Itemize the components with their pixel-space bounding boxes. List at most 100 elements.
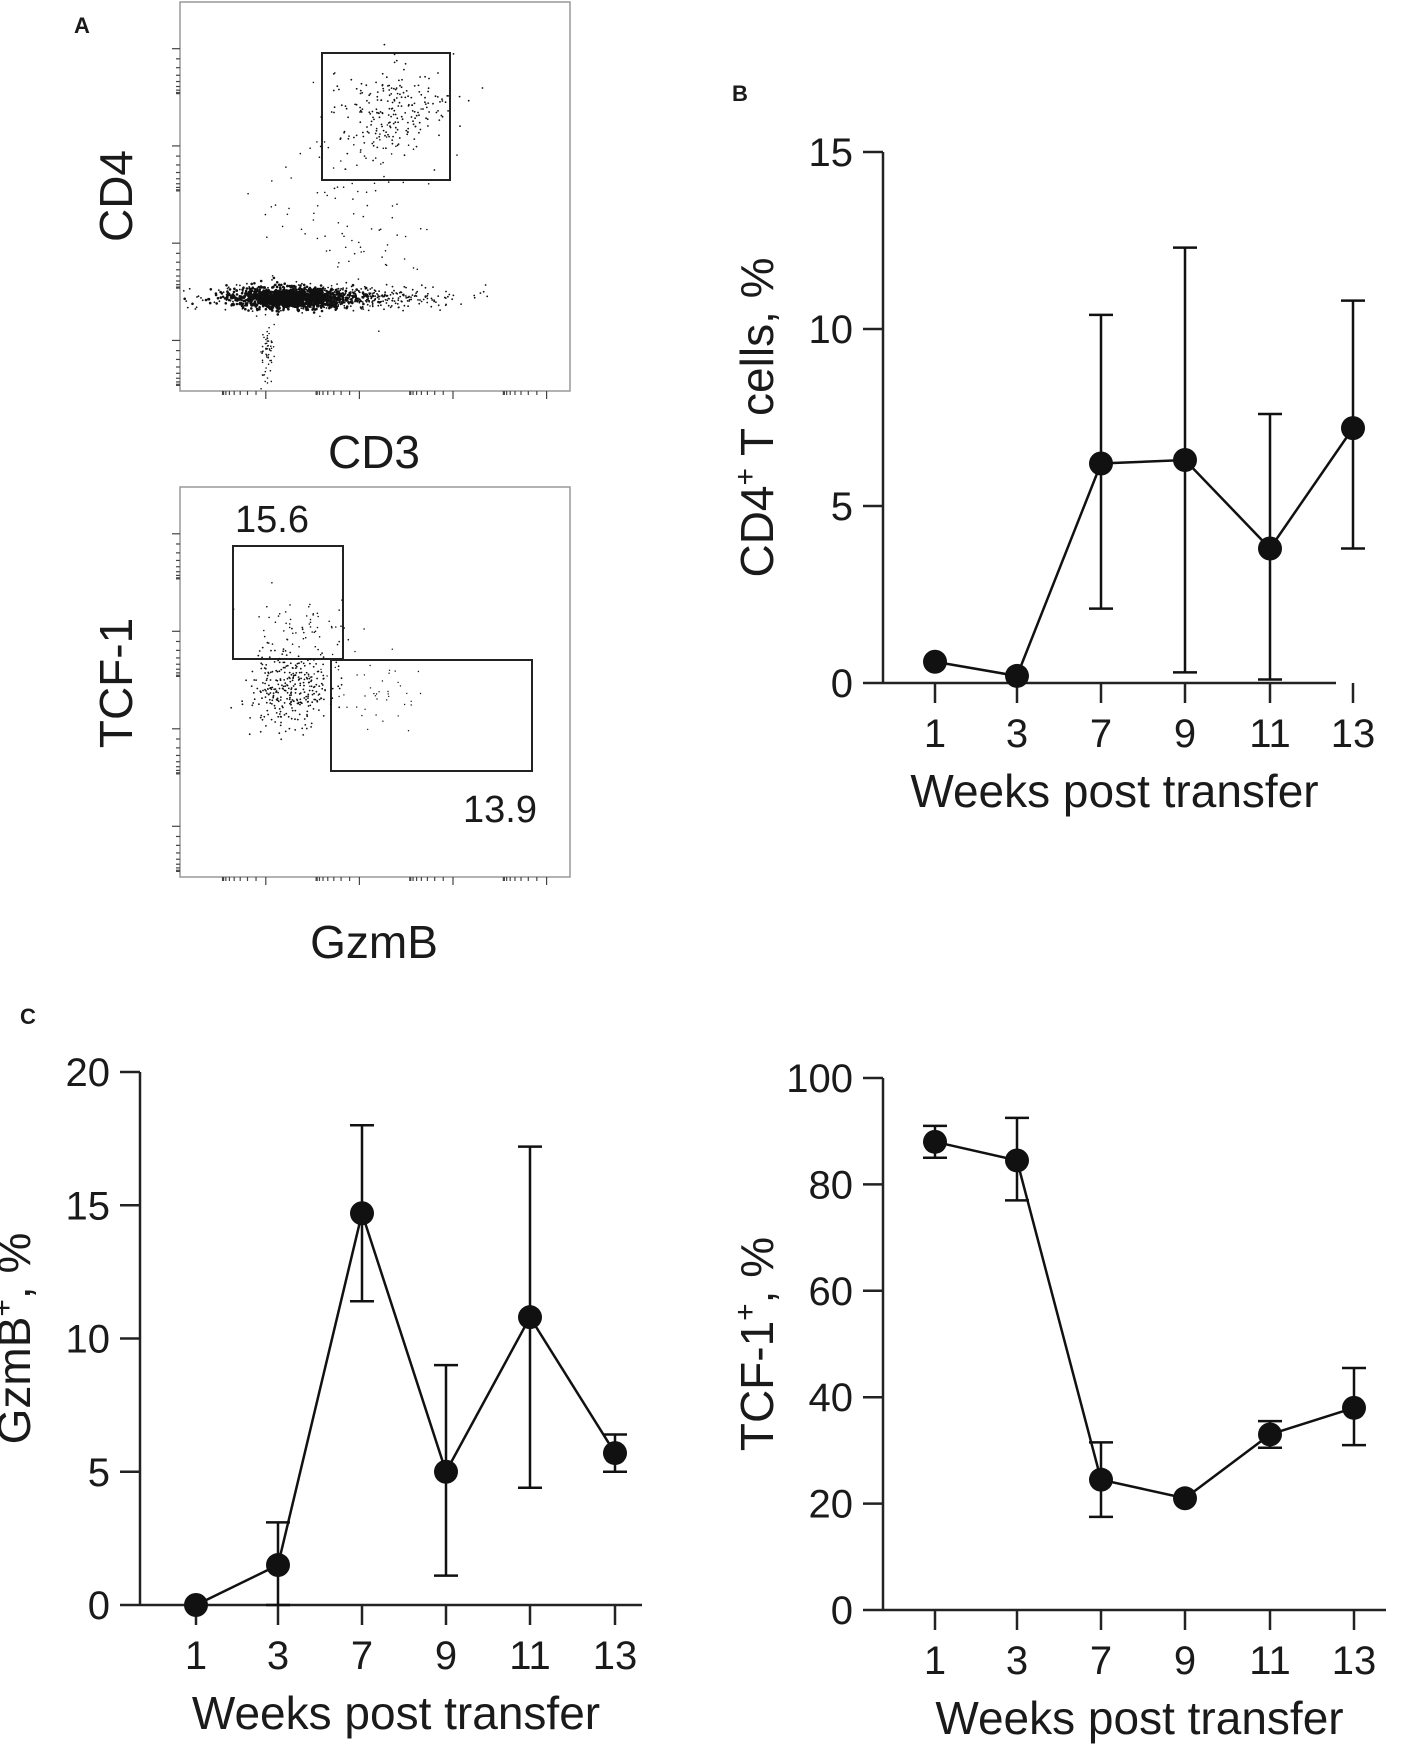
facs-dot	[444, 297, 447, 299]
facs-dot	[331, 697, 334, 700]
facs-dot	[415, 114, 418, 117]
facs-dot	[310, 680, 312, 683]
facs-dot	[292, 676, 295, 679]
facs-dot	[391, 216, 394, 219]
facs-dot	[433, 300, 435, 303]
facs-dot	[354, 300, 356, 303]
facs-dot	[340, 677, 343, 680]
facs-dot	[427, 183, 430, 185]
data-point	[1342, 1395, 1366, 1420]
facs-dot	[273, 704, 276, 707]
facs-dot	[290, 177, 293, 179]
facs-dot	[283, 282, 287, 286]
facs-dot	[406, 300, 409, 302]
facs-dot	[290, 688, 293, 691]
facs-dot	[424, 96, 426, 99]
facs-dot	[479, 292, 482, 294]
facs-dot	[258, 290, 262, 294]
facs-dot	[341, 298, 344, 300]
facs-dot	[404, 112, 407, 114]
facs-dot	[343, 304, 346, 307]
facs-dot	[362, 135, 365, 138]
facs-dot	[219, 296, 223, 299]
facs-dot	[303, 673, 306, 676]
facs-dot	[404, 62, 407, 65]
facs-dot	[397, 143, 400, 146]
facs-dot	[266, 297, 270, 300]
facs-dot	[294, 667, 297, 669]
facs-dot	[326, 194, 329, 197]
facs-dot	[385, 76, 388, 79]
facs-dot	[419, 692, 422, 695]
facs-dot	[354, 290, 356, 293]
facs-dot	[282, 648, 285, 650]
facs-dot	[294, 303, 298, 307]
data-point	[1258, 536, 1282, 561]
facs-dot	[400, 291, 403, 294]
facs-bottom-gate-upper	[232, 545, 344, 660]
facs-dot	[386, 299, 389, 302]
facs-dot	[338, 640, 341, 643]
facs-dot	[315, 683, 318, 686]
facs-dot	[397, 105, 400, 107]
facs-dot	[317, 289, 321, 293]
facs-dot	[242, 286, 245, 290]
facs-dot	[283, 679, 286, 681]
facs-dot	[288, 671, 291, 674]
facs-dot	[270, 649, 272, 652]
facs-dot	[346, 225, 349, 228]
facs-dot	[300, 307, 303, 309]
facs-dot	[411, 110, 414, 112]
facs-dot	[324, 191, 326, 194]
facs-dot	[322, 656, 325, 658]
facs-dot	[261, 290, 265, 294]
facs-dot	[386, 100, 389, 102]
facs-dot	[284, 650, 287, 652]
facs-dot	[268, 326, 270, 329]
facs-dot	[310, 676, 313, 678]
x-tick-label: 1	[185, 1634, 207, 1678]
facs-dot	[295, 688, 297, 691]
facs-dot	[311, 689, 314, 692]
facs-dot	[445, 290, 447, 293]
facs-dot	[412, 123, 415, 126]
facs-dot	[383, 175, 385, 178]
facs-dot	[336, 186, 339, 188]
facs-dot	[411, 288, 414, 291]
facs-dot	[339, 297, 341, 300]
facs-dot	[291, 627, 293, 630]
facs-dot	[286, 684, 289, 687]
facs-dot	[381, 83, 384, 86]
facs-dot	[380, 99, 383, 101]
facs-dot	[263, 715, 266, 718]
facs-dot	[367, 728, 369, 731]
facs-dot	[270, 206, 273, 208]
facs-dot	[246, 292, 250, 295]
facs-dot	[407, 95, 409, 98]
facs-dot	[368, 292, 371, 295]
facs-dot	[398, 79, 400, 82]
facs-dot	[399, 93, 401, 96]
facs-dot	[348, 296, 351, 298]
facs-dot	[336, 288, 338, 290]
facs-dot	[370, 297, 373, 300]
facs-dot	[284, 730, 287, 733]
facs-dot	[283, 671, 286, 674]
facs-dot	[309, 618, 312, 621]
facs-dot	[400, 300, 403, 302]
facs-dot	[251, 286, 255, 290]
facs-dot	[316, 700, 319, 703]
facs-dot	[395, 59, 398, 62]
facs-dot	[369, 295, 372, 297]
facs-dot	[379, 228, 382, 231]
facs-dot	[266, 337, 269, 339]
facs-dot	[379, 111, 382, 113]
facs-dot	[373, 118, 375, 121]
y-tick-label: 80	[809, 1163, 854, 1207]
facs-dot	[405, 90, 408, 92]
facs-dot	[336, 643, 339, 646]
facs-dot	[252, 296, 255, 299]
facs-dot	[387, 693, 389, 695]
facs-dot	[293, 700, 295, 703]
facs-dot	[201, 299, 204, 302]
